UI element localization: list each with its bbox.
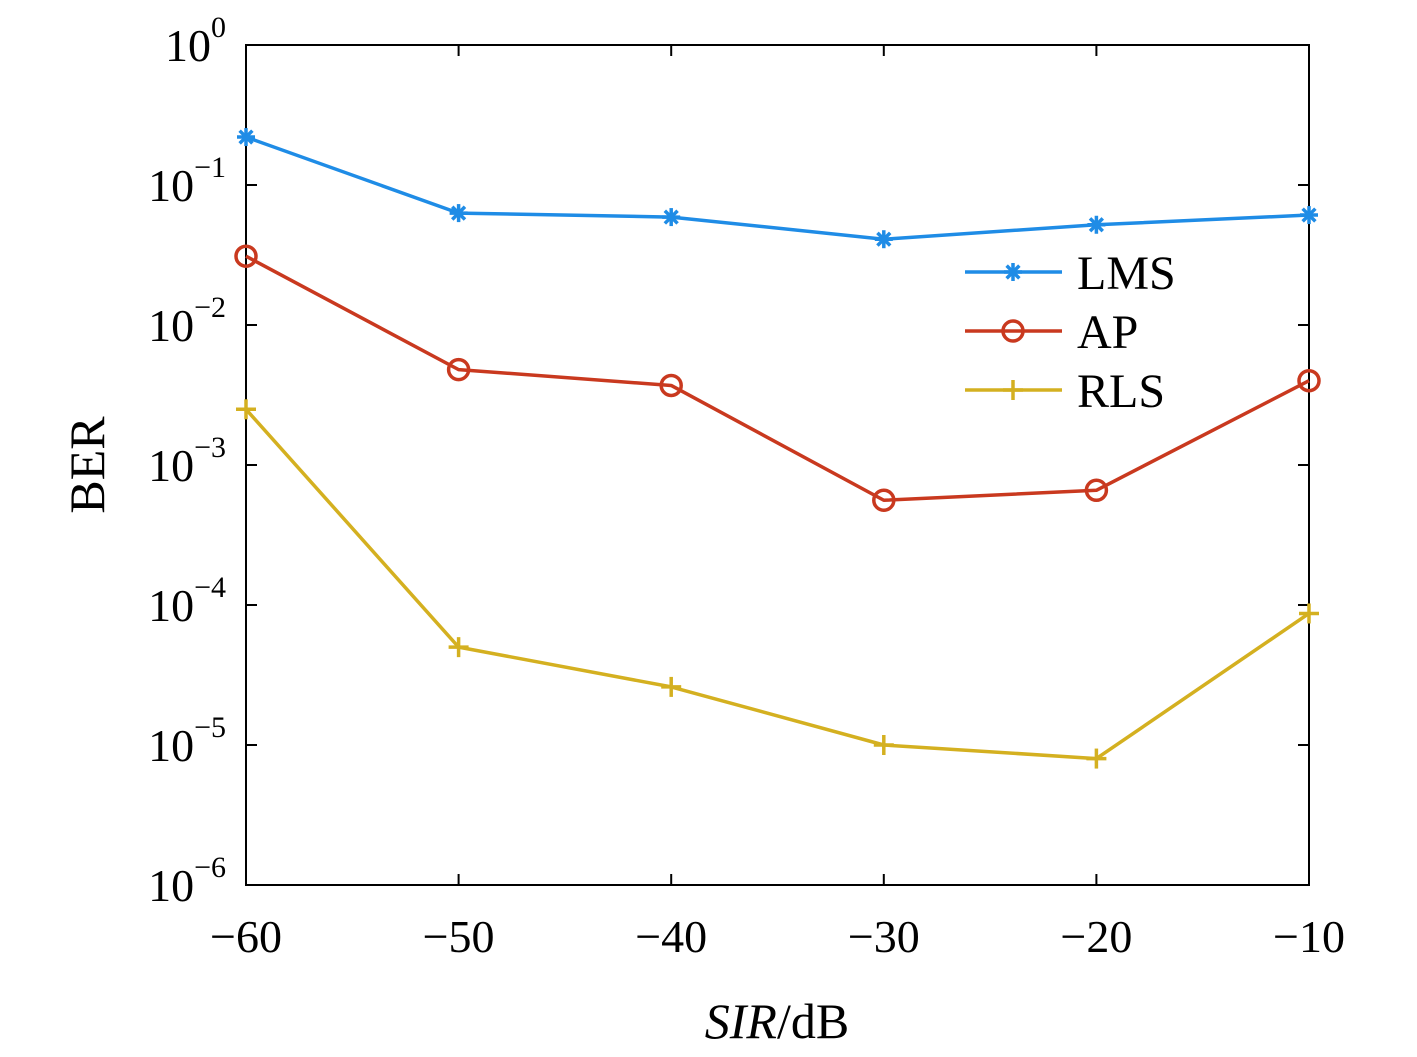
y-tick-base: 10 bbox=[165, 20, 211, 71]
y-tick-exponent: −1 bbox=[194, 151, 226, 184]
data-point-lms bbox=[662, 208, 681, 227]
legend-marker-ap bbox=[1001, 319, 1025, 343]
legend-marker-rls bbox=[1003, 380, 1023, 400]
y-tick-exponent: −4 bbox=[194, 571, 226, 604]
legend: LMS AP RLS bbox=[965, 247, 1176, 418]
data-point-lms bbox=[1300, 206, 1318, 225]
x-tick-label: −20 bbox=[1060, 911, 1132, 962]
y-tick-label: 10−5 bbox=[148, 711, 226, 771]
x-axis-ticks: −60 −50 −40 −30 −20 −10 bbox=[210, 45, 1345, 962]
y-tick-label: 10−1 bbox=[148, 151, 226, 211]
data-point-ap bbox=[1297, 368, 1321, 393]
data-point-rls bbox=[236, 399, 256, 420]
data-point-lms bbox=[449, 204, 468, 223]
y-tick-label: 100 bbox=[165, 11, 226, 71]
x-tick-label: −50 bbox=[423, 911, 495, 962]
y-tick-exponent: −5 bbox=[194, 711, 226, 744]
data-point-rls bbox=[1299, 603, 1319, 624]
plot-area bbox=[245, 44, 1310, 886]
series-line-rls bbox=[244, 408, 1310, 761]
y-tick-label: 10−6 bbox=[148, 851, 226, 911]
y-tick-exponent: 0 bbox=[211, 11, 226, 44]
x-axis-label-unit: /dB bbox=[777, 993, 849, 1049]
legend-label-rls: RLS bbox=[1077, 365, 1165, 418]
y-tick-label: 10−4 bbox=[148, 571, 226, 631]
data-point-ap bbox=[1084, 478, 1109, 503]
data-point-ap bbox=[872, 488, 896, 513]
series-line-ap bbox=[245, 254, 1310, 503]
y-tick-exponent: −2 bbox=[194, 291, 226, 324]
data-point-rls bbox=[873, 735, 894, 755]
y-tick-base: 10 bbox=[148, 300, 194, 351]
y-tick-base: 10 bbox=[148, 440, 194, 491]
y-axis-label: BER bbox=[59, 416, 115, 514]
x-tick-label: −60 bbox=[210, 911, 282, 962]
legend-label-ap: AP bbox=[1077, 306, 1138, 359]
data-point-ap bbox=[234, 244, 258, 268]
legend-marker-lms bbox=[1004, 263, 1022, 281]
y-tick-exponent: −6 bbox=[194, 851, 226, 884]
x-axis-label-italic: SIR bbox=[705, 993, 777, 1049]
series-layer bbox=[234, 128, 1321, 769]
y-tick-base: 10 bbox=[148, 860, 194, 911]
x-tick-label: −40 bbox=[635, 911, 707, 962]
data-point-rls bbox=[448, 637, 469, 658]
y-tick-label: 10−3 bbox=[148, 431, 226, 491]
y-tick-label: 10−2 bbox=[148, 291, 226, 351]
data-point-ap bbox=[659, 373, 683, 398]
data-point-rls bbox=[661, 676, 682, 697]
legend-label-lms: LMS bbox=[1077, 247, 1176, 300]
y-tick-base: 10 bbox=[148, 720, 194, 771]
y-tick-base: 10 bbox=[148, 160, 194, 211]
data-point-lms bbox=[237, 128, 255, 147]
data-point-lms bbox=[1087, 215, 1106, 234]
data-point-lms bbox=[874, 230, 893, 249]
data-point-rls bbox=[1086, 748, 1107, 769]
data-point-ap bbox=[446, 357, 471, 382]
x-tick-label: −10 bbox=[1273, 911, 1345, 962]
x-axis-label: SIR/dB bbox=[705, 993, 849, 1049]
y-tick-base: 10 bbox=[148, 580, 194, 631]
series-line-lms bbox=[245, 135, 1310, 241]
x-tick-label: −30 bbox=[848, 911, 920, 962]
y-tick-exponent: −3 bbox=[194, 431, 226, 464]
